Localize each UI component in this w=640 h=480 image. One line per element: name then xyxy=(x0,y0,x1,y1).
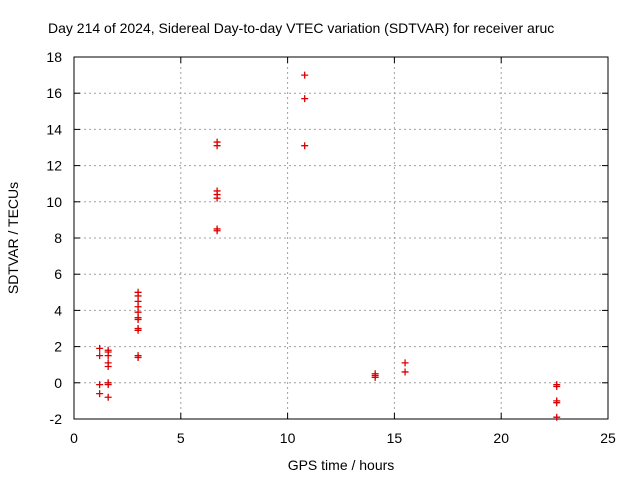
y-tick-label: 8 xyxy=(54,230,62,246)
data-point xyxy=(553,382,561,390)
data-point xyxy=(301,71,309,79)
chart-title: Day 214 of 2024, Sidereal Day-to-day VTE… xyxy=(48,20,554,36)
y-tick-label: 10 xyxy=(46,194,62,210)
data-point xyxy=(213,194,221,202)
data-point xyxy=(104,381,112,389)
data-point xyxy=(401,359,409,367)
data-point xyxy=(401,368,409,376)
data-point xyxy=(553,413,561,421)
data-point xyxy=(96,381,104,389)
grid xyxy=(74,57,608,419)
data-point xyxy=(134,326,142,334)
data-point xyxy=(96,390,104,398)
y-tick-label: 4 xyxy=(54,302,62,318)
y-tick-label: 12 xyxy=(46,158,62,174)
data-point xyxy=(134,315,142,323)
data-point xyxy=(213,142,221,150)
data-point xyxy=(104,363,112,371)
data-points xyxy=(96,71,561,421)
data-point xyxy=(301,142,309,150)
y-tick-label: 6 xyxy=(54,266,62,282)
data-point xyxy=(104,352,112,360)
y-tick-label: 2 xyxy=(54,339,62,355)
data-point xyxy=(301,95,309,103)
x-tick-label: 15 xyxy=(387,430,403,446)
y-tick-label: 0 xyxy=(54,375,62,391)
y-tick-label: 18 xyxy=(46,49,62,65)
data-point xyxy=(104,393,112,401)
y-tick-label: 14 xyxy=(46,121,62,137)
x-tick-label: 25 xyxy=(600,430,616,446)
x-tick-label: 5 xyxy=(177,430,185,446)
x-tick-label: 10 xyxy=(280,430,296,446)
axis-ticks: 0 5 10 15 20 25 -2 0 2 4 6 8 10 12 14 16 18 xyxy=(46,49,616,446)
data-point xyxy=(553,399,561,407)
data-point xyxy=(96,352,104,360)
data-point xyxy=(371,373,379,381)
x-axis-label: GPS time / hours xyxy=(288,457,395,473)
x-tick-label: 20 xyxy=(493,430,509,446)
y-tick-label: -2 xyxy=(50,411,63,427)
x-tick-label: 0 xyxy=(70,430,78,446)
y-axis-label: SDTVAR / TECUs xyxy=(5,182,21,294)
data-point xyxy=(134,353,142,361)
data-point xyxy=(213,227,221,235)
data-point xyxy=(96,344,104,352)
y-tick-label: 16 xyxy=(46,85,62,101)
